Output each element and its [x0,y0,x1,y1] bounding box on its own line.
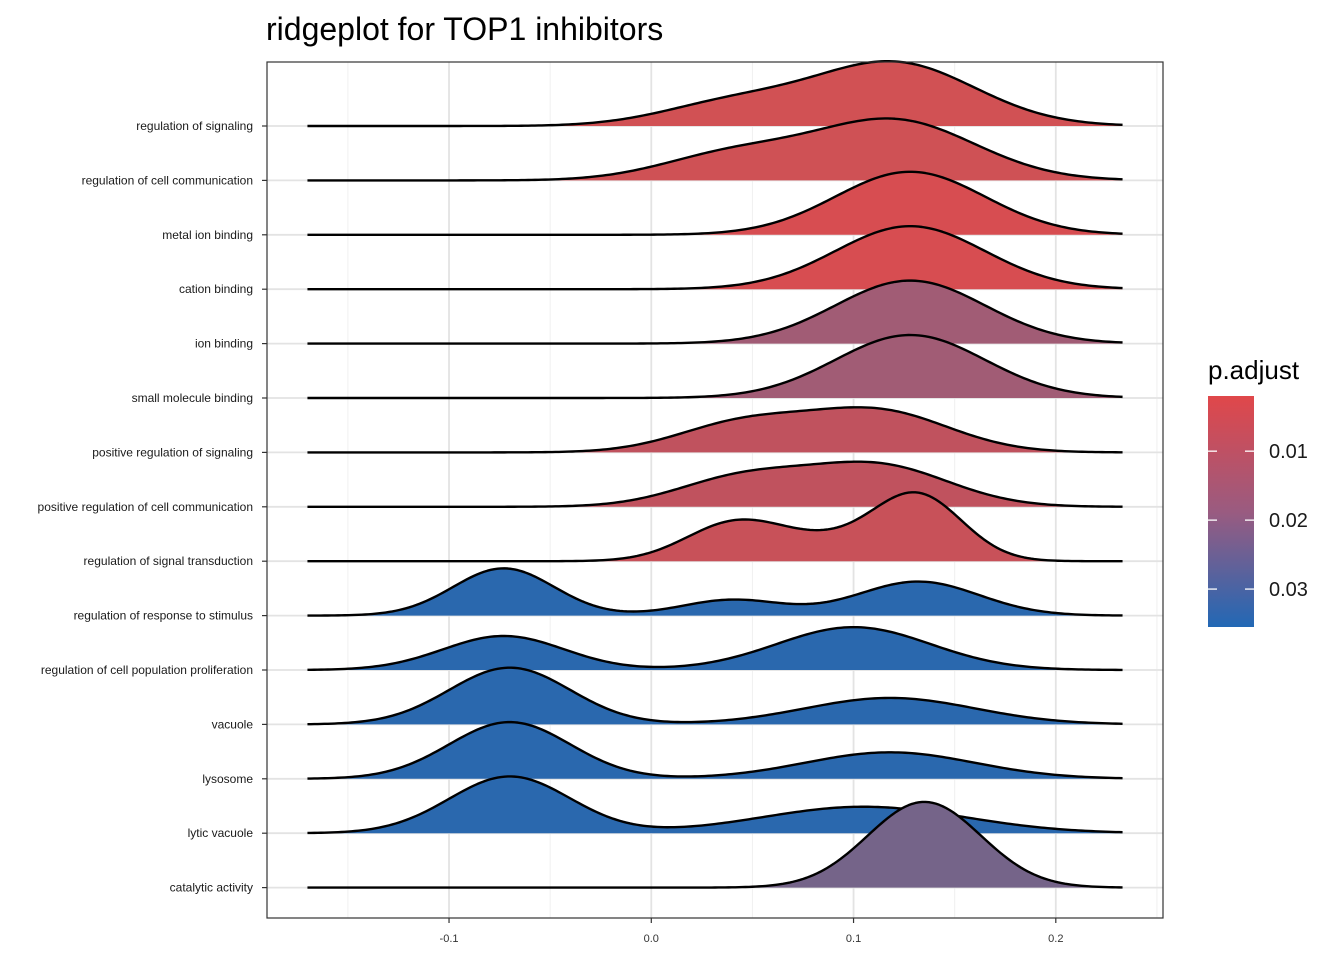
ridge-fill [307,568,1123,616]
ridge-outline [307,567,1123,617]
ridge-fill [307,667,1123,725]
ridge-regulation-of-cell-communication [307,117,1123,182]
y-tick-label: lysosome [202,772,253,786]
ridge-fill [307,492,1123,562]
y-tick-label: regulation of signal transduction [84,554,253,568]
x-tick-label: 0.0 [644,933,659,945]
ridge-regulation-of-signal-transduction [307,491,1123,563]
ridge-regulation-of-response-to-stimulus [307,567,1123,617]
ridge-outline [307,666,1123,726]
ridge-metal-ion-binding [307,170,1123,236]
panel-border [266,61,1164,919]
ridge-fill [307,280,1123,344]
ridge-fill [307,407,1123,453]
legend: p.adjust 0.01 0.02 0.03 [1208,355,1308,627]
x-tick-label: 0.1 [846,933,861,945]
ridge-regulation-of-cell-population-proliferation [307,625,1123,672]
y-tick-label: regulation of signaling [136,119,253,133]
ridge-positive-regulation-of-signaling [307,406,1123,454]
ridge-outline [307,333,1123,400]
ridge-outline [307,625,1123,672]
ridge-outline [307,117,1123,182]
legend-tick-label: 0.01 [1269,441,1308,463]
y-tick-label: cation binding [179,282,253,296]
ridge-lysosome [307,720,1123,780]
ridge-fill [307,61,1123,126]
legend-tick-label: 0.03 [1269,579,1308,601]
ridge-fill [307,801,1123,888]
ridge-outline [307,800,1123,889]
y-tick-label: positive regulation of signaling [92,445,253,459]
ridge-regulation-of-signaling [307,60,1123,128]
ridge-small-molecule-binding [307,333,1123,400]
y-tick-label: small molecule binding [132,391,253,405]
x-tick-label: 0.2 [1048,933,1063,945]
y-tick-label: ion binding [195,337,253,351]
ridge-catalytic-activity [307,800,1123,889]
ridge-outline [307,491,1123,563]
ridge-outline [307,170,1123,236]
ridge-outline [307,279,1123,345]
y-tick-label: vacuole [212,717,254,731]
y-tick-label: regulation of cell communication [82,173,253,187]
y-tick-label: regulation of cell population proliferat… [41,663,253,677]
ridge-outline [307,460,1123,508]
ridge-outline [307,720,1123,780]
legend-tick-label: 0.02 [1269,510,1308,532]
ridge-outline [307,406,1123,454]
y-tick-label: catalytic activity [170,881,253,895]
y-tick-label: metal ion binding [162,228,253,242]
legend-title: p.adjust [1208,355,1300,385]
y-tick-label: lytic vacuole [188,826,254,840]
ridge-fill [307,171,1123,235]
ridge-vacuole [307,666,1123,726]
y-tick-label: positive regulation of cell communicatio… [38,500,253,514]
ridge-cation-binding [307,225,1123,291]
ridge-fill [307,627,1123,670]
ridge-fill [307,722,1123,779]
ridge-fill [307,226,1123,290]
chart-title: ridgeplot for TOP1 inhibitors [266,11,663,47]
legend-colorbar [1208,396,1254,627]
y-tick-label: regulation of response to stimulus [74,609,253,623]
plot-panel [266,60,1164,919]
ridge-fill [307,118,1123,181]
ridge-outline [307,775,1123,835]
ridge-outline [307,225,1123,291]
ridge-outline [307,60,1123,128]
ridge-ion-binding [307,279,1123,345]
ridge-fill [307,335,1123,398]
x-tick-label: -0.1 [440,933,459,945]
